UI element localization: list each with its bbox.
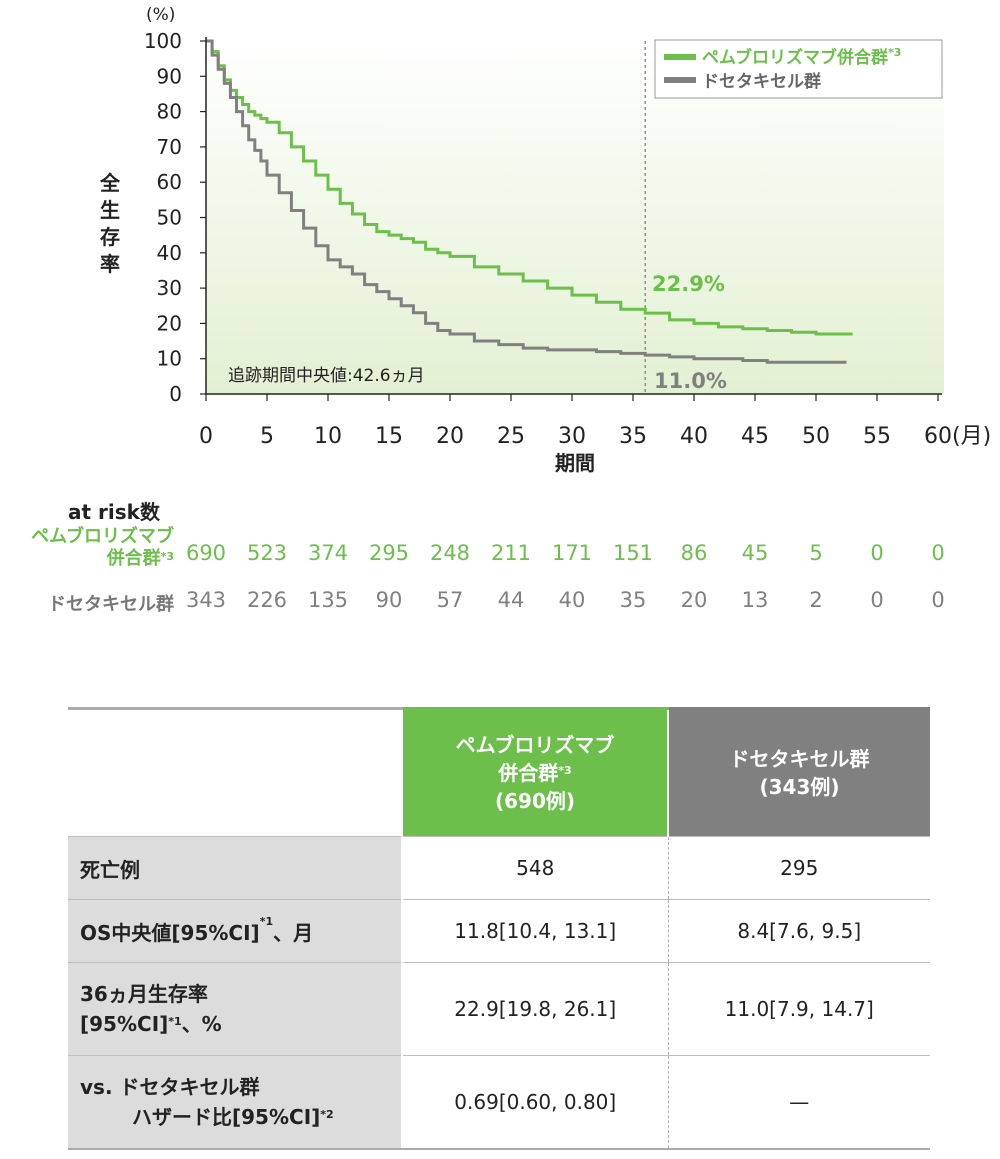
summary-table: ペムブロリズマブ 併合群*3 (690例) ドセタキセル群 (343例) 死亡例… (68, 707, 930, 1150)
table-header-pembro: ペムブロリズマブ 併合群*3 (690例) (402, 707, 669, 837)
x-axis-title: 期間 (555, 451, 595, 475)
cell-deaths-pembro: 548 (402, 836, 669, 900)
y-tick-label: 20 (157, 311, 182, 335)
y-tick-label: 90 (157, 64, 182, 88)
cell-36m-pembro: 22.9[19.8, 26.1] (402, 962, 669, 1056)
at-risk-green-line2: 併合群 (106, 548, 161, 569)
hd-pembro-line3: (690例) (494, 789, 576, 813)
km-curve-pembro (206, 39, 853, 336)
km-curve-docetaxel (206, 39, 847, 364)
at-risk-value: 211 (490, 541, 532, 565)
row-label-36m-survival: 36ヵ月生存率 [95%CI]*1、% (68, 962, 403, 1056)
row-label-os-median: OS中央値[95%CI]*1、月 (68, 899, 403, 963)
cell-deaths-doce: 295 (668, 836, 930, 900)
y-tick-label: 40 (157, 241, 182, 265)
at-risk-value: 57 (436, 588, 464, 612)
cell-os-pembro: 11.8[10.4, 13.1] (402, 899, 669, 963)
at-risk-value: 226 (246, 588, 288, 612)
at-risk-value: 343 (185, 588, 227, 612)
legend-gray-label: ドセタキセル群 (702, 71, 821, 92)
at-risk-green-label: ペムブロリズマブ 併合群*3 (31, 526, 174, 570)
x-tick-label: 20 (436, 424, 464, 449)
x-tick-label: 15 (375, 424, 403, 449)
x-tick-label: 0 (199, 424, 213, 449)
at-risk-value: 151 (612, 541, 654, 565)
x-tick-label: 35 (619, 424, 647, 449)
y-tick-label: 80 (157, 100, 182, 124)
legend-green-note: *3 (888, 46, 901, 59)
x-tick-label: 40 (680, 424, 708, 449)
followup-annotation: 追跡期間中央値:42.6ヵ月 (228, 366, 425, 386)
y-tick-label: 60 (157, 170, 182, 194)
hd-doce-line2: (343例) (759, 775, 840, 799)
at-risk-value: 171 (551, 541, 593, 565)
at-risk-gray-label: ドセタキセル群 (48, 594, 174, 615)
hd-pembro-line1: ペムブロリズマブ (455, 733, 615, 757)
legend: ペムブロリズマブ併合群*3 ドセタキセル群 (654, 39, 943, 99)
row-label-deaths: 死亡例 (68, 836, 403, 900)
at-risk-green-line1: ペムブロリズマブ (31, 526, 174, 547)
at-risk-value: 35 (619, 588, 647, 612)
y-tick-label: 100 (144, 29, 182, 53)
hd-pembro-line2: 併合群 (498, 761, 559, 785)
at-risk-value: 45 (741, 541, 769, 565)
cell-36m-doce: 11.0[7.9, 14.7] (668, 962, 930, 1056)
table-row: 36ヵ月生存率 [95%CI]*1、% 22.9[19.8, 26.1] 11.0… (68, 962, 930, 1056)
at-risk-value: 44 (497, 588, 525, 612)
table-header-docetaxel: ドセタキセル群 (343例) (668, 707, 930, 837)
km-chart: 0 10 20 30 40 50 60 70 80 90 100 0 5 10 15 20 25 30 35 40 45… (99, 5, 991, 475)
at-risk-value: 690 (185, 541, 227, 565)
y-tick-label: 50 (157, 206, 182, 230)
at-risk-value: 523 (246, 541, 288, 565)
y-axis-title: 全生存率 (99, 171, 121, 276)
table-row: OS中央値[95%CI]*1、月 11.8[10.4, 13.1] 8.4[7.… (68, 899, 930, 963)
x-tick-label: 25 (497, 424, 525, 449)
at-risk-value: 0 (931, 588, 945, 612)
at-risk-value: 295 (368, 541, 410, 565)
at-risk-value: 135 (307, 588, 349, 612)
at-risk-value: 90 (375, 588, 403, 612)
at-risk-value: 374 (307, 541, 349, 565)
x-tick-label: 55 (863, 424, 891, 449)
at-risk-value: 248 (429, 541, 471, 565)
at-risk-title: at risk数 (68, 500, 160, 524)
y-tick-label: 70 (157, 135, 182, 159)
at-risk-value: 13 (741, 588, 769, 612)
table-row: vs. ドセタキセル群 ハザード比[95%CI]*2 0.69[0.60, 0.8… (68, 1055, 930, 1150)
x-tick-label: 60 (924, 424, 952, 449)
x-tick-label: 50 (802, 424, 830, 449)
green-36-label: 22.9% (652, 272, 725, 296)
x-unit: (月) (952, 424, 991, 449)
cell-os-doce: 8.4[7.6, 9.5] (668, 899, 930, 963)
legend-green-label: ペムブロリズマブ併合群*3 (702, 46, 901, 68)
at-risk-value: 0 (870, 588, 884, 612)
cell-hr-doce: — (668, 1055, 930, 1150)
table-header-empty (68, 707, 403, 837)
row-label-hazard-ratio: vs. ドセタキセル群 ハザード比[95%CI]*2 (68, 1055, 403, 1150)
hd-pembro-note: *3 (558, 764, 572, 777)
y-tick-label: 10 (157, 347, 182, 371)
at-risk-value: 2 (809, 588, 823, 612)
table-row: 死亡例 548 295 (68, 836, 930, 900)
y-tick-label: 30 (157, 276, 182, 300)
at-risk-value: 0 (931, 541, 945, 565)
table-header-row: ペムブロリズマブ 併合群*3 (690例) ドセタキセル群 (343例) (68, 707, 930, 837)
x-tick-label: 30 (558, 424, 586, 449)
at-risk-value: 0 (870, 541, 884, 565)
x-tick-label: 45 (741, 424, 769, 449)
legend-green-name: ペムブロリズマブ併合群 (702, 47, 888, 68)
y-tick-label: 0 (169, 382, 182, 406)
cell-hr-pembro: 0.69[0.60, 0.80] (402, 1055, 669, 1150)
gray-36-label: 11.0% (654, 369, 727, 393)
at-risk-value: 86 (680, 541, 708, 565)
legend-box (654, 39, 943, 99)
hd-doce-line1: ドセタキセル群 (729, 747, 870, 771)
at-risk-green-note: *3 (160, 550, 174, 563)
x-tick-label: 5 (260, 424, 274, 449)
x-tick-label: 10 (314, 424, 342, 449)
y-unit: (%) (146, 5, 175, 25)
at-risk-value: 40 (558, 588, 586, 612)
at-risk-value: 5 (809, 541, 823, 565)
at-risk-value: 20 (680, 588, 708, 612)
